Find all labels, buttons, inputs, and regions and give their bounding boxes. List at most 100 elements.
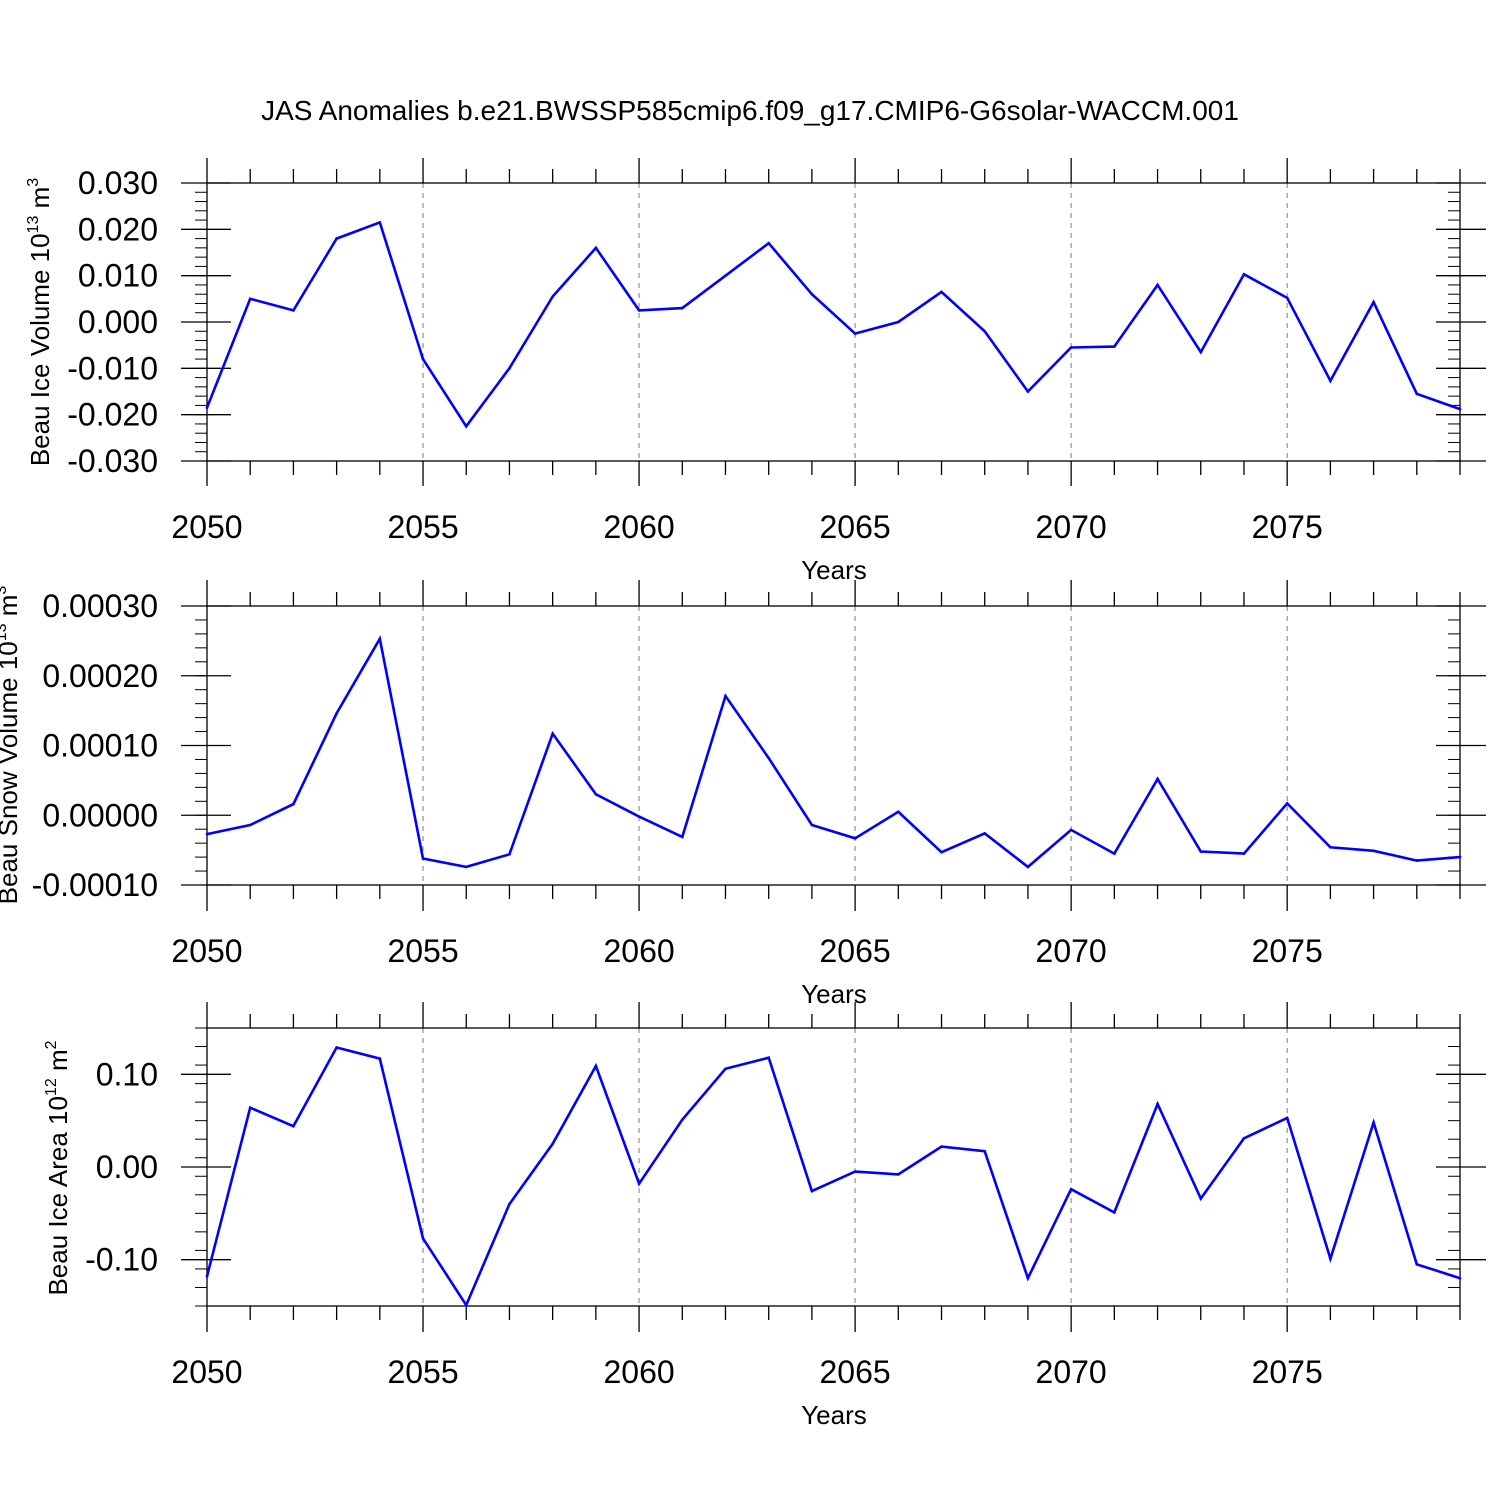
y-tick-label: -0.030 (67, 443, 158, 479)
y-tick-label: 0.010 (78, 258, 158, 294)
data-point (551, 1142, 554, 1146)
data-point (1415, 1263, 1419, 1266)
data-point (248, 297, 252, 301)
data-point (724, 694, 727, 698)
y-tick-label: -0.00010 (32, 867, 158, 903)
data-point (378, 1057, 382, 1060)
y-tick-label: -0.10 (85, 1242, 158, 1278)
x-tick-label: 2050 (171, 1354, 242, 1390)
data-point (292, 1124, 295, 1128)
data-point (637, 1182, 641, 1185)
data-point (724, 274, 727, 277)
data-point (1285, 802, 1289, 805)
data-point (983, 329, 987, 333)
chart-title: JAS Anomalies b.e21.BWSSP585cmip6.f09_g1… (261, 95, 1239, 126)
data-point (421, 857, 425, 860)
data-point (1415, 392, 1419, 396)
series-line (205, 220, 1461, 429)
x-tick-label: 2075 (1252, 509, 1323, 545)
data-point (1329, 846, 1332, 849)
data-point (1242, 852, 1246, 855)
x-tick-label: 2055 (387, 933, 458, 969)
data-point (1199, 350, 1203, 354)
plot-frame (206, 605, 1461, 886)
y-tick-label: 0.030 (78, 165, 158, 201)
data-point (767, 241, 770, 245)
data-point (680, 306, 684, 310)
data-point (1415, 859, 1419, 862)
data-point (508, 853, 511, 856)
data-point (680, 1118, 684, 1122)
data-point (508, 1202, 511, 1206)
series-line (206, 635, 1461, 869)
data-point (897, 810, 900, 814)
data-point (594, 793, 598, 796)
x-tick-label: 2055 (387, 1354, 458, 1390)
x-tick-label: 2065 (820, 509, 891, 545)
data-point (1156, 283, 1159, 287)
data-point (1026, 865, 1030, 869)
data-point (1458, 855, 1462, 859)
x-tick-label: 2070 (1036, 933, 1107, 969)
x-axis-title: Years (801, 555, 867, 585)
data-point (940, 1145, 943, 1148)
data-point (1372, 1121, 1375, 1124)
data-point (205, 406, 209, 410)
y-axis-title: Beau Ice Volume 1013 m3 (25, 178, 55, 466)
data-point (810, 823, 814, 827)
data-point (1113, 345, 1116, 348)
y-tick-label: 0.00010 (42, 728, 158, 764)
data-point (983, 832, 987, 835)
data-point (637, 309, 641, 312)
y-axis-title: Beau Ice Area 1012 m2 (43, 1040, 73, 1295)
data-point (983, 1149, 987, 1153)
data-point (1458, 407, 1462, 411)
data-point (248, 1106, 252, 1109)
data-point (421, 357, 425, 361)
data-point (940, 850, 943, 854)
x-tick-label: 2075 (1252, 1354, 1323, 1390)
data-point (1242, 272, 1246, 276)
data-point (378, 637, 382, 641)
data-point (1199, 1197, 1203, 1200)
y-tick-label: 0.00020 (42, 658, 158, 694)
data-point (810, 1189, 814, 1193)
data-point (897, 320, 900, 324)
data-point (1458, 1276, 1462, 1280)
data-point (1285, 296, 1289, 300)
data-point (680, 835, 684, 839)
data-point (248, 823, 252, 827)
x-tick-label: 2060 (603, 509, 674, 545)
data-point (551, 295, 554, 298)
y-axis-title: Beau Snow Volume 1013 m3 (0, 586, 23, 905)
data-point (335, 712, 338, 715)
data-point (1113, 852, 1116, 855)
x-tick-label: 2075 (1252, 933, 1323, 969)
data-point (464, 424, 468, 428)
data-point (378, 221, 382, 224)
data-point (335, 237, 338, 240)
data-point (940, 290, 943, 294)
data-point (853, 332, 857, 335)
y-tick-label: -0.010 (67, 350, 158, 386)
series-line (205, 1045, 1461, 1308)
data-point (853, 1170, 857, 1173)
data-point (594, 1064, 598, 1068)
x-tick-label: 2055 (387, 509, 458, 545)
data-point (897, 1173, 900, 1176)
data-point (1372, 300, 1375, 304)
data-point (421, 1237, 425, 1240)
data-point (594, 246, 598, 250)
data-point (1329, 1257, 1332, 1261)
y-tick-label: 0.020 (78, 211, 158, 247)
plot-frame (206, 182, 1461, 462)
x-tick-label: 2050 (171, 933, 242, 969)
x-tick-label: 2065 (820, 1354, 891, 1390)
data-point (1242, 1136, 1246, 1140)
data-point (464, 865, 468, 869)
data-point (724, 1067, 727, 1071)
data-point (205, 832, 209, 836)
y-tick-label: 0.10 (96, 1056, 158, 1092)
data-point (551, 732, 554, 735)
